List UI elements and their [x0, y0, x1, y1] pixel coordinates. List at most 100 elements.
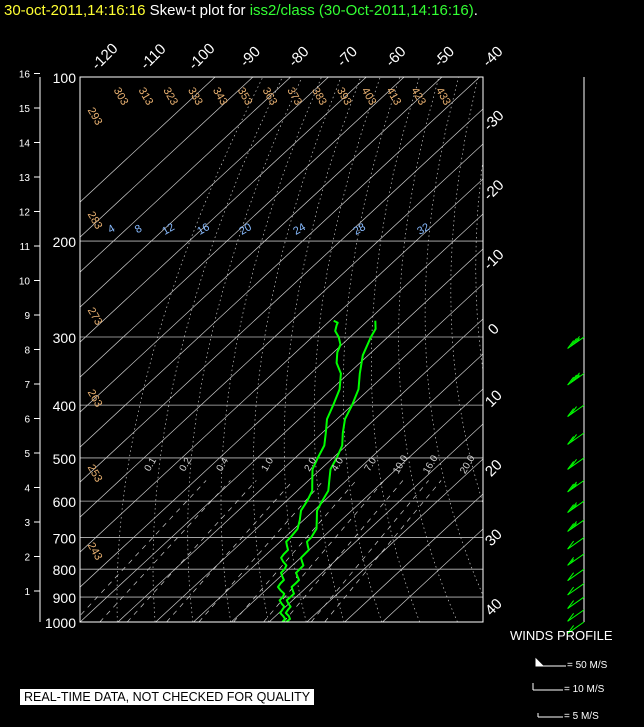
wind-barb-half [573, 483, 577, 489]
wind-barb-flag [567, 340, 575, 349]
wind-barb-staff [567, 500, 585, 513]
height-tick-label: 15 [19, 104, 31, 115]
wind-barb-staff [567, 432, 585, 445]
mixing-ratio-label: 16 [195, 221, 212, 238]
dry-adiabat [371, 77, 421, 622]
wind-barb-staff [567, 553, 585, 566]
pressure-label: 400 [53, 398, 77, 414]
height-tick-label: 5 [24, 449, 30, 460]
wind-barb-flag [570, 521, 577, 530]
quality-note: REAL-TIME DATA, NOT CHECKED FOR QUALITY [20, 689, 315, 705]
dry-adiabat [398, 77, 458, 622]
mixing-ratio-line [233, 480, 357, 622]
isotherm-line [80, 248, 483, 622]
wind-barb-flag [567, 613, 575, 622]
isotherm-line [268, 423, 483, 622]
wind-barb-half [573, 523, 577, 528]
wind-barb-half [576, 338, 580, 343]
height-tick-label: 8 [24, 346, 30, 357]
wind-barb-staff [567, 596, 585, 609]
height-tick-label: 16 [19, 70, 31, 81]
title-station: iss2/class (30-Oct-2011,14:16:16) [249, 2, 474, 19]
legend-10ms: = 10 M/S [564, 684, 605, 695]
height-tick-label: 3 [24, 518, 30, 529]
height-tick-label: 1 [24, 587, 30, 598]
mixing-ratio-label: 28 [351, 221, 368, 238]
mixing-ratio-line [310, 480, 429, 622]
dry-adiabat [424, 77, 483, 597]
wind-barb-flag [567, 557, 575, 566]
sounding-traces [277, 319, 377, 622]
isotherm-line [231, 388, 483, 622]
wind-barb-flag [570, 406, 577, 415]
mixing-ratio-label: 8 [133, 223, 144, 236]
height-tick-label: 4 [24, 484, 30, 495]
wind-barb-flag [567, 408, 575, 417]
dry-adiabat [116, 77, 264, 622]
pressure-label: 200 [53, 234, 77, 250]
isotherm-line [80, 77, 329, 308]
wind-legend-glyphs [532, 657, 566, 718]
wind-barb-flag [567, 376, 575, 386]
title-timestamp: 30-oct-2011,14:16:16 [4, 2, 146, 19]
wind-barb-staff [567, 373, 585, 386]
wind-barb-flag [570, 338, 577, 347]
wind-barb-flag [567, 483, 575, 493]
wind-barb-flag [567, 504, 575, 513]
height-tick-label: 10 [19, 277, 31, 288]
pressure-label: 900 [53, 590, 77, 606]
wind-barb-half [570, 559, 574, 564]
wind-barb-flag [567, 523, 575, 532]
mixing-ratio-line [99, 480, 231, 622]
legend-50ms: = 50 M/S [567, 660, 608, 671]
isotherm-line [80, 77, 480, 448]
wind-barb-flag [570, 459, 577, 468]
wind-barb-flag [570, 374, 577, 384]
wind-barb-flag [567, 572, 575, 581]
mixing-ratio-line [80, 480, 207, 617]
legend-50ms-glyph [535, 657, 566, 667]
isotherm-line [306, 458, 483, 622]
isotherm-line [80, 77, 291, 273]
wind-barb-flag [567, 600, 575, 609]
height-tick-label: 2 [24, 553, 30, 564]
isotherm-line [80, 77, 443, 413]
wind-barb-staff [567, 583, 585, 596]
wind-barb-flag [570, 481, 577, 491]
title-prefix: Skew-t plot for [149, 2, 246, 19]
height-tick-label: 14 [19, 139, 31, 150]
isotherm-line [80, 178, 483, 553]
pressure-label: 800 [53, 562, 77, 578]
wind-barb-staff [567, 336, 585, 349]
legend-5ms-glyph [537, 713, 563, 718]
isotherm-line [80, 77, 216, 203]
wind-barb-staff [567, 621, 585, 634]
wind-barb-staff [567, 457, 585, 470]
wind-barb-staff [567, 568, 585, 582]
mixing-ratio-line [283, 480, 404, 622]
legend-10ms-glyph [532, 683, 563, 691]
mixing-ratio-label: 24 [291, 221, 308, 238]
mixing-ratio-line [198, 480, 324, 622]
wind-barb-flag [567, 540, 575, 550]
height-tick-label: 7 [24, 380, 30, 391]
wind-barb-flag [570, 502, 577, 511]
wind-barb-staff [567, 404, 585, 418]
wind-barb-flag [567, 625, 575, 634]
pressure-label: 1000 [45, 615, 76, 631]
isotherm-line [155, 318, 483, 622]
mixing-ratio-label: 4 [106, 223, 117, 236]
mixing-ratio-label: 12 [160, 221, 177, 238]
wind-barb-half [573, 504, 577, 509]
wind-barb-half [576, 374, 580, 380]
mixing-ratio-line [126, 480, 257, 622]
pressure-label: 700 [53, 531, 77, 547]
height-tick-label: 13 [19, 173, 31, 184]
wind-barb-flag [567, 436, 575, 445]
pressure-label: 300 [53, 330, 77, 346]
isotherm-line [80, 77, 254, 238]
pressure-label: 500 [53, 451, 77, 467]
wind-barb-staff [567, 537, 585, 550]
isotherm-line [117, 283, 483, 622]
